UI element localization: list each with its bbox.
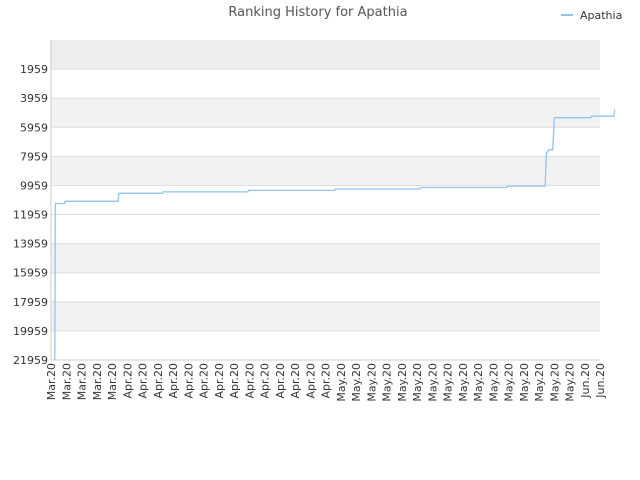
x-tick-label: Mar.20 (91, 363, 104, 400)
x-tick-label: May.20 (442, 363, 455, 402)
x-tick-label: May.20 (503, 363, 516, 402)
x-tick-label: Apr.20 (167, 363, 180, 399)
x-tick-label: Mar.20 (76, 363, 89, 400)
x-tick-label: Apr.20 (228, 363, 241, 399)
x-tick-label: Apr.20 (274, 363, 287, 399)
x-tick-label: May.20 (457, 363, 470, 402)
y-tick-label: 19959 (13, 325, 48, 338)
x-tick-label: May.20 (548, 363, 561, 402)
x-tick-label: Apr.20 (182, 363, 195, 399)
x-tick-label: May.20 (426, 363, 439, 402)
plot-band (51, 301, 600, 331)
y-tick-label: 21959 (13, 354, 48, 367)
x-tick-label: May.20 (350, 363, 363, 402)
x-tick-label: May.20 (564, 363, 577, 402)
x-tick-label: Jun.20 (579, 363, 592, 399)
x-tick-label: Apr.20 (198, 363, 211, 399)
y-tick-label: 7959 (20, 150, 48, 163)
x-tick-label: Apr.20 (259, 363, 272, 399)
x-tick-label: Apr.20 (304, 363, 317, 399)
plot-band (51, 127, 600, 157)
y-tick-labels: 1959 3959 5959 7959 9959 11959 13959 15959 17959… (13, 63, 48, 367)
plot-band (51, 98, 600, 128)
x-tick-label: Jun.20 (594, 363, 607, 399)
x-tick-label: Apr.20 (121, 363, 134, 399)
axes (50, 40, 600, 361)
x-tick-label: May.20 (411, 363, 424, 402)
x-tick-label: Apr.20 (320, 363, 333, 399)
x-tick-label: Mar.20 (106, 363, 119, 400)
x-tick-label: May.20 (472, 363, 485, 402)
y-tick-label: 17959 (13, 296, 48, 309)
series-lines (54, 109, 616, 361)
plot-band (51, 69, 600, 99)
plot-band (51, 40, 600, 70)
plot-band (51, 330, 600, 360)
plot-band (51, 156, 600, 186)
x-tick-label: Apr.20 (289, 363, 302, 399)
x-tick-label: Apr.20 (243, 363, 256, 399)
legend-label-apathia: Apathia (580, 9, 622, 22)
y-tick-label: 13959 (13, 238, 48, 251)
plot-band (51, 272, 600, 302)
plot-band (51, 243, 600, 273)
x-tick-label: May.20 (335, 363, 348, 402)
plot-band (51, 214, 600, 244)
x-tick-label: Mar.20 (60, 363, 73, 400)
y-tick-label: 1959 (20, 63, 48, 76)
series-line-apathia (54, 109, 616, 361)
x-tick-label: Apr.20 (137, 363, 150, 399)
plot-background-bands (51, 40, 600, 360)
legend: Apathia (561, 9, 622, 22)
y-tick-label: 15959 (13, 267, 48, 280)
x-tick-label: May.20 (518, 363, 531, 402)
x-tick-label: Mar.20 (45, 363, 58, 400)
y-tick-label: 3959 (20, 92, 48, 105)
x-tick-labels: Mar.20 Mar.20 Mar.20 Mar.20 Mar.20 Apr.20 Apr.… (45, 363, 607, 402)
x-tick-label: May.20 (365, 363, 378, 402)
x-tick-label: Apr.20 (213, 363, 226, 399)
x-tick-label: May.20 (381, 363, 394, 402)
chart-title: Ranking History for Apathia (228, 5, 407, 20)
y-tick-label: 5959 (20, 121, 48, 134)
y-tick-label: 9959 (20, 179, 48, 192)
x-tick-label: Apr.20 (152, 363, 165, 399)
x-tick-label: May.20 (396, 363, 409, 402)
x-tick-label: May.20 (487, 363, 500, 402)
x-tick-label: May.20 (533, 363, 546, 402)
y-tick-label: 11959 (13, 209, 48, 222)
